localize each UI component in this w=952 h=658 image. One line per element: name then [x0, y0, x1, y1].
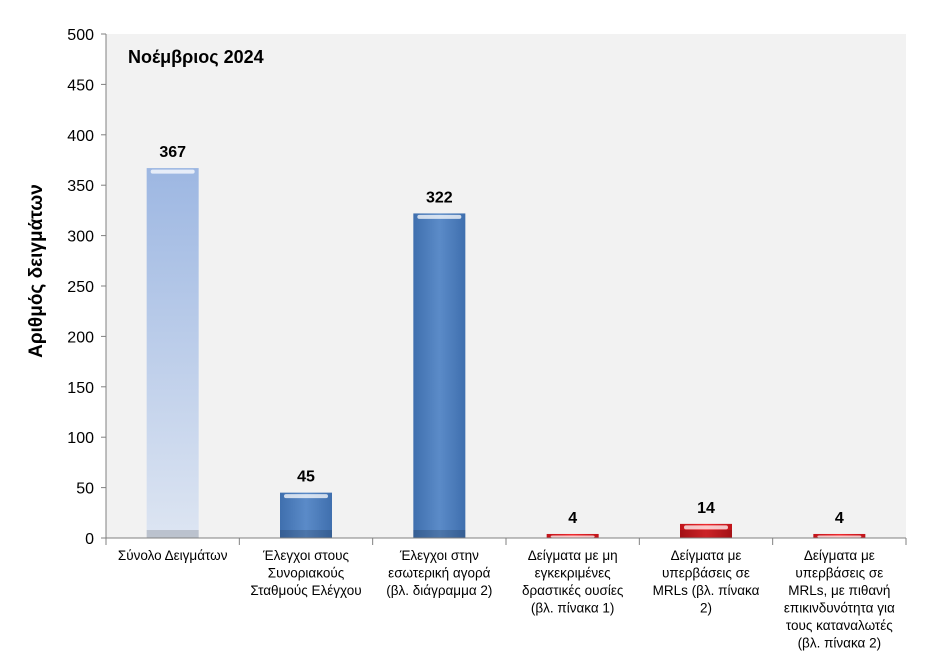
x-category-label-line: Δείγματα με — [671, 548, 742, 563]
y-tick-label: 300 — [67, 229, 94, 246]
bar — [546, 533, 599, 538]
x-category-label-line: MRLs, με πιθανή — [788, 583, 890, 598]
bar — [146, 168, 199, 538]
x-category-label-line: (βλ. πίνακα 1) — [531, 601, 615, 616]
y-tick-label: 0 — [85, 531, 94, 548]
x-category-label-line: Δείγματα με — [804, 548, 875, 563]
chart-title: Νοέμβριος 2024 — [128, 47, 264, 67]
data-label: 45 — [297, 469, 315, 486]
x-category-label-line: (βλ. διάγραμμα 2) — [386, 583, 492, 598]
x-category-label: Δείγματα με μη εγκεκριμένες δραστικές ουσί… — [522, 548, 624, 616]
bar-body — [280, 492, 332, 538]
plot-area — [106, 34, 906, 538]
bar-base-shadow — [413, 530, 466, 538]
x-category-label-line: Συνοριακούς — [268, 566, 345, 581]
bar-base-shadow — [146, 530, 199, 538]
x-category-label: Δείγματα με υπερβάσεις σε MRLs, με πιθανή ε… — [784, 548, 895, 651]
x-category-label-line: δραστικές ουσίες — [522, 583, 624, 598]
x-category-label-line: Έλεγχοι στην — [399, 548, 479, 563]
y-tick-label: 400 — [67, 128, 94, 145]
axis-tick-marks — [101, 33, 907, 545]
bar — [680, 523, 732, 538]
data-label: 4 — [568, 510, 577, 527]
x-category-label-line: εσωτερική αγορά — [388, 566, 490, 581]
x-category-label-line: MRLs (βλ. πίνακα — [653, 583, 760, 598]
x-category-label-line: Σταθμούς Ελέγχου — [250, 583, 361, 598]
data-labels: 367 45 322 4 14 4 — [159, 144, 844, 527]
bar — [813, 533, 866, 538]
bar-body — [413, 213, 466, 538]
bar-highlight — [817, 535, 862, 538]
bar-highlight — [684, 525, 728, 530]
x-category-label-line: τους καταναλωτές — [786, 618, 893, 633]
x-category-label: Έλεγχοι στους Συνοριακούς Σταθμούς Ελέγχου — [250, 548, 361, 598]
bar-highlight — [417, 214, 462, 219]
bars — [146, 168, 866, 538]
data-label: 14 — [697, 500, 715, 517]
x-category-label-line: εγκεκριμένες — [535, 566, 612, 581]
x-category-label: Δείγματα με υπερβάσεις σε MRLs (βλ. πίνακα… — [653, 548, 760, 616]
bar — [280, 492, 332, 538]
bar-base-shadow — [280, 530, 332, 538]
y-tick-label: 250 — [67, 279, 94, 296]
y-tick-label: 150 — [67, 380, 94, 397]
bar — [413, 213, 466, 538]
x-category-label: Σύνολο Δειγμάτων — [118, 548, 228, 563]
data-label: 322 — [426, 189, 453, 206]
data-label: 4 — [835, 510, 844, 527]
y-tick-label: 500 — [67, 27, 94, 44]
category-labels: Σύνολο Δειγμάτων Έλεγχοι στους Συνοριακούς… — [118, 548, 895, 651]
y-tick-label: 50 — [76, 481, 94, 498]
x-category-label-line: υπερβάσεις σε — [795, 566, 883, 581]
bar-base-shadow — [680, 530, 732, 538]
x-category-label-line: 2) — [700, 601, 712, 616]
x-category-label-line: Σύνολο Δειγμάτων — [118, 548, 228, 563]
data-label: 367 — [159, 144, 186, 161]
bar-highlight — [150, 169, 195, 174]
x-category-label-line: Έλεγχοι στους — [262, 548, 349, 563]
bar-highlight — [550, 535, 595, 538]
x-category-label-line: (βλ. πίνακα 2) — [798, 636, 882, 651]
x-category-label-line: υπερβάσεις σε — [662, 566, 750, 581]
y-tick-label: 450 — [67, 77, 94, 94]
bar-highlight — [284, 494, 328, 499]
bar-body — [146, 168, 199, 538]
y-tick-label: 350 — [67, 178, 94, 195]
x-category-label: Έλεγχοι στην εσωτερική αγορά (βλ. διάγραμμ… — [386, 548, 492, 598]
y-axis-ticks: 0 50 100 150 200 250 300 350 400 450 500 — [67, 27, 94, 548]
y-tick-label: 200 — [67, 329, 94, 346]
y-tick-label: 100 — [67, 430, 94, 447]
x-category-label-line: Δείγματα με μη — [528, 548, 618, 563]
y-axis-label: Αριθμός δειγμάτων — [26, 184, 47, 358]
x-category-label-line: επικινδυνότητα για — [784, 601, 895, 616]
